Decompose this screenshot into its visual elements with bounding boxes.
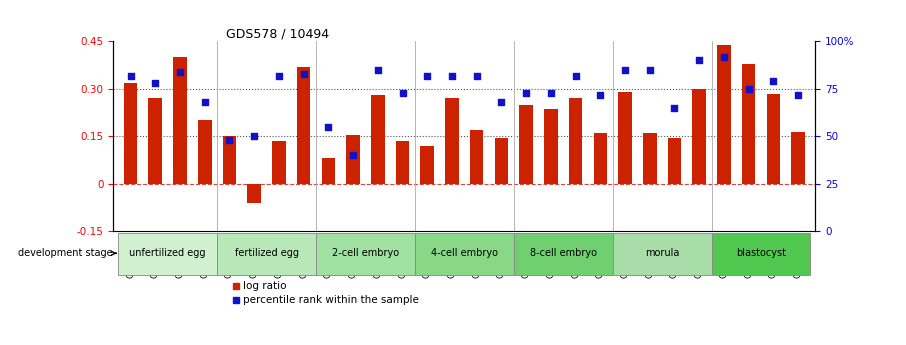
Point (445, 73, 459, 78)
Bar (711, 234, 811, 275)
Bar (445, 98, 458, 184)
Point (791, 92, 805, 97)
Point (667, 105, 681, 110)
Point (272, 73, 286, 78)
Bar (118, 234, 217, 275)
Bar (593, 133, 607, 184)
Point (618, 67, 632, 72)
Text: percentile rank within the sample: percentile rank within the sample (243, 295, 419, 305)
Bar (495, 138, 508, 184)
Point (296, 71, 311, 76)
Text: log ratio: log ratio (243, 280, 286, 290)
Bar (173, 57, 187, 184)
Bar (612, 234, 711, 275)
Bar (420, 146, 434, 184)
Bar (316, 234, 415, 275)
Bar (198, 120, 211, 184)
Text: unfertilized egg: unfertilized egg (130, 248, 206, 258)
Point (148, 80, 162, 86)
Bar (297, 67, 311, 184)
Bar (217, 234, 316, 275)
Bar (514, 234, 612, 275)
Point (247, 134, 262, 139)
Point (420, 73, 435, 78)
Point (371, 67, 385, 72)
Bar (718, 45, 731, 184)
Bar (569, 98, 583, 184)
Point (717, 54, 731, 59)
Point (173, 69, 188, 75)
Point (222, 137, 236, 143)
Bar (346, 135, 360, 184)
Text: morula: morula (645, 248, 680, 258)
Bar (272, 141, 285, 184)
Text: GDS578 / 10494: GDS578 / 10494 (226, 27, 329, 40)
Bar (415, 234, 514, 275)
Point (642, 67, 657, 72)
Point (321, 124, 335, 129)
Point (123, 73, 138, 78)
Bar (668, 138, 681, 184)
Bar (149, 98, 162, 184)
Point (766, 78, 781, 84)
Point (469, 73, 484, 78)
Point (568, 73, 583, 78)
Bar (692, 89, 706, 184)
Text: 2-cell embryo: 2-cell embryo (332, 248, 399, 258)
Bar (322, 158, 335, 184)
Bar (618, 92, 631, 184)
Bar (766, 93, 780, 184)
Text: fertilized egg: fertilized egg (235, 248, 299, 258)
Point (494, 99, 508, 105)
Bar (545, 109, 558, 184)
Point (692, 58, 707, 63)
Bar (124, 82, 138, 184)
Bar (247, 184, 261, 203)
Bar (223, 136, 236, 184)
Point (593, 92, 608, 97)
Bar (519, 105, 533, 184)
Point (346, 152, 361, 158)
Point (741, 86, 756, 91)
Point (544, 90, 558, 95)
Point (198, 99, 212, 105)
Text: 4-cell embryo: 4-cell embryo (431, 248, 497, 258)
Point (519, 90, 534, 95)
Bar (791, 131, 805, 184)
Bar (371, 95, 384, 184)
Text: 8-cell embryo: 8-cell embryo (530, 248, 597, 258)
Bar (470, 130, 484, 184)
Bar (643, 133, 657, 184)
Text: blastocyst: blastocyst (736, 248, 786, 258)
Point (395, 90, 410, 95)
Bar (742, 63, 756, 184)
Text: development stage: development stage (18, 248, 116, 258)
Bar (396, 141, 410, 184)
